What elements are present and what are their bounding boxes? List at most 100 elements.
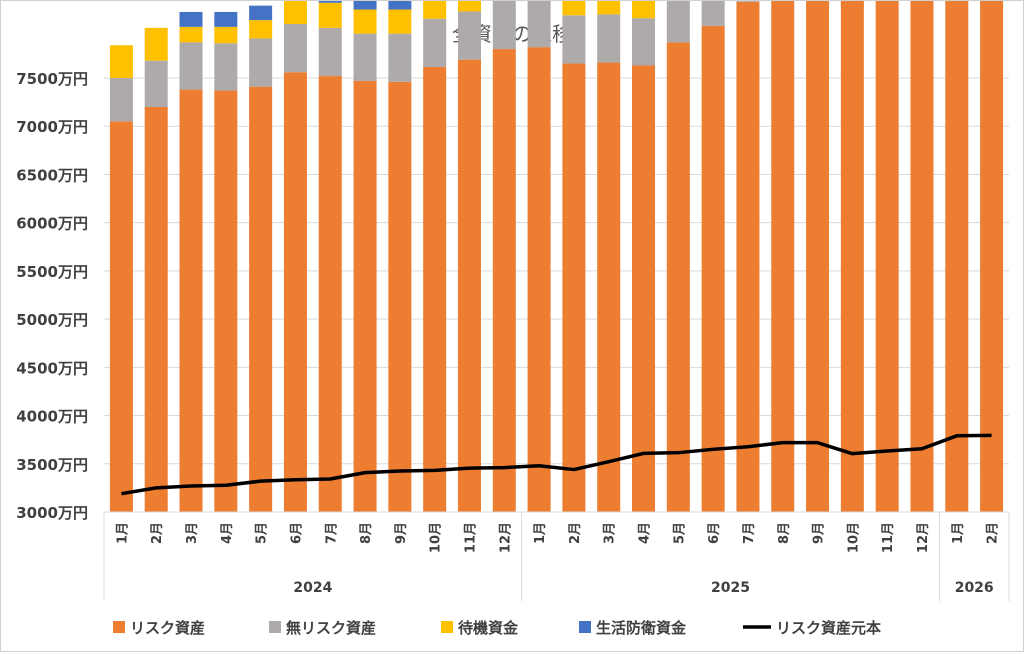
y-tick-label: 3500万円 — [16, 456, 88, 474]
bar-segment — [318, 27, 342, 77]
y-tick-label: 5500万円 — [16, 263, 88, 281]
x-tick-label: 8月 — [777, 522, 792, 544]
x-tick-label: 12月 — [916, 522, 931, 553]
legend-item: 待機資金 — [441, 619, 519, 637]
x-tick-label: 4月 — [638, 522, 653, 544]
bar-segment — [875, 0, 899, 512]
x-tick-label: 11月 — [463, 522, 478, 553]
legend: リスク資産 無リスク資産 待機資金 生活防衛資金 リスク資産元本 — [113, 619, 881, 637]
bar-segment — [840, 0, 864, 512]
bar-segment — [562, 15, 586, 64]
x-tick-label: 1月 — [533, 522, 548, 544]
bar-segment — [388, 33, 412, 82]
bar-segment — [666, 42, 690, 513]
bar-segment — [144, 106, 168, 512]
x-group-label: 2025 — [711, 580, 750, 596]
x-tick-label: 4月 — [220, 522, 235, 544]
gridlines — [104, 77, 1009, 513]
y-tick-label: 4500万円 — [16, 359, 88, 377]
x-tick-label: 7月 — [742, 522, 757, 544]
bars — [109, 0, 1004, 513]
legend-item: リスク資産元本 — [743, 619, 881, 637]
bar-segment — [353, 0, 377, 10]
x-tick-label: 3月 — [603, 522, 618, 544]
bar-segment — [632, 65, 656, 512]
legend-swatch — [269, 621, 281, 633]
bar-segment — [353, 9, 377, 34]
bar-segment — [179, 11, 203, 27]
bar-segment — [249, 86, 273, 513]
x-tick-label: 5月 — [672, 522, 687, 544]
bar-segment — [910, 0, 934, 512]
legend-label: 生活防衛資金 — [596, 619, 687, 637]
bar-segment — [771, 0, 795, 512]
legend-item: 生活防衛資金 — [579, 619, 687, 637]
bar-segment — [666, 0, 690, 43]
x-tick-label: 2月 — [986, 522, 1001, 544]
legend-swatch — [441, 621, 453, 633]
bar-segment — [423, 66, 447, 513]
y-tick-label: 6500万円 — [16, 166, 88, 184]
legend-item: リスク資産 — [113, 619, 205, 637]
bar-segment — [736, 1, 760, 512]
bar-segment — [179, 26, 203, 43]
bar-segment — [945, 0, 969, 513]
x-tick-label: 9月 — [812, 522, 827, 544]
bar-segment — [144, 27, 168, 61]
bar-segment — [980, 0, 1004, 513]
bar-segment — [492, 0, 516, 50]
bar-segment — [283, 72, 307, 513]
legend-label: 無リスク資産 — [286, 619, 376, 637]
y-tick-label: 6000万円 — [16, 215, 88, 233]
bar-segment — [423, 18, 447, 67]
x-group-label: 2026 — [955, 580, 994, 596]
bar-segment — [283, 0, 307, 24]
bar-segment — [318, 76, 342, 513]
bar-segment — [214, 26, 238, 44]
bar-segment — [109, 121, 133, 513]
x-tick-label: 6月 — [289, 522, 304, 544]
x-tick-label: 6月 — [707, 522, 722, 544]
x-tick-label: 9月 — [394, 522, 409, 544]
bar-segment — [701, 25, 725, 512]
bar-segment — [179, 42, 203, 90]
bar-segment — [249, 38, 273, 87]
x-tick-label: 3月 — [185, 522, 200, 544]
bar-segment — [492, 49, 516, 513]
x-tick-label: 1月 — [951, 522, 966, 544]
x-tick-label: 8月 — [359, 522, 374, 544]
bar-segment — [597, 62, 621, 513]
bar-segment — [632, 18, 656, 66]
x-tick-label: 7月 — [324, 522, 339, 544]
bar-segment — [632, 0, 656, 19]
bar-segment — [353, 33, 377, 81]
y-tick-label: 3000万円 — [16, 504, 88, 522]
bar-segment — [527, 47, 551, 512]
bar-segment — [353, 80, 377, 512]
bar-segment — [527, 0, 551, 48]
x-tick-label: 10月 — [846, 522, 861, 553]
bar-segment — [562, 0, 586, 16]
bar-segment — [597, 14, 621, 63]
bar-segment — [318, 0, 342, 3]
legend-item: 無リスク資産 — [269, 619, 376, 637]
x-tick-label: 1月 — [115, 522, 130, 544]
x-tick-label: 11月 — [881, 522, 896, 553]
x-tick-label: 2月 — [150, 522, 165, 544]
bar-segment — [214, 90, 238, 512]
y-tick-label: 5000万円 — [16, 311, 88, 329]
legend-swatch — [113, 621, 125, 633]
bar-segment — [701, 0, 725, 26]
bar-segment — [457, 0, 481, 12]
bar-segment — [214, 11, 238, 27]
principal-line — [121, 433, 992, 496]
x-tick-label: 2月 — [568, 522, 583, 544]
legend-label: リスク資産 — [130, 619, 205, 637]
line-series — [121, 433, 992, 496]
bar-segment — [736, 0, 760, 2]
x-group-label: 2024 — [293, 580, 332, 596]
bar-segment — [318, 2, 342, 28]
bar-segment — [388, 81, 412, 512]
